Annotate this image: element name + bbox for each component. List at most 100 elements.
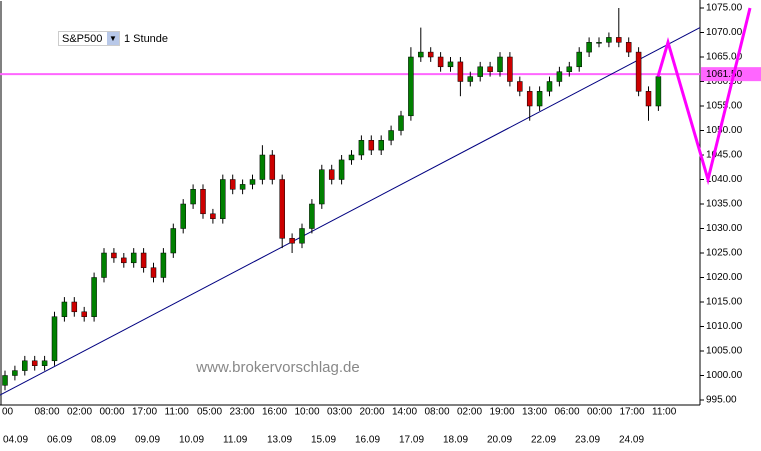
candle-body	[358, 140, 365, 156]
candle-body	[111, 252, 117, 259]
x-time-label: 06:00	[555, 407, 580, 418]
candle-body	[556, 71, 563, 82]
symbol: S&P500	[62, 32, 103, 45]
x-date-label: 22.09	[531, 435, 556, 446]
candle-body	[596, 42, 602, 44]
y-tick-label: 1050.00	[706, 125, 743, 136]
candle-body	[338, 159, 345, 180]
x-date-label: 09.09	[135, 435, 160, 446]
candle-body	[526, 91, 533, 107]
candle-body	[71, 301, 78, 313]
y-tick-label: 1030.00	[706, 223, 743, 234]
candle-body	[309, 203, 315, 229]
trendline	[0, 27, 701, 396]
x-date-label: 11.09	[223, 435, 248, 446]
candle-body	[130, 252, 137, 264]
candle-body	[546, 81, 553, 92]
candle-body	[200, 189, 206, 215]
x-time-label: 02:00	[457, 407, 482, 418]
y-tick-label: 1020.00	[706, 272, 743, 283]
x-time-label: 05:00	[197, 407, 222, 418]
candle-body	[210, 213, 216, 219]
symbol-select[interactable]: S&P500 ▼	[58, 31, 120, 46]
candle-body	[536, 91, 543, 107]
y-tick-label: 1045.00	[706, 150, 743, 161]
x-date-label: 23.09	[575, 435, 600, 446]
candle-body	[645, 91, 652, 107]
y-tick-label: 995.00	[706, 395, 737, 406]
candle-body	[249, 179, 256, 185]
y-tick-label: 1015.00	[706, 297, 743, 308]
x-date-label: 10.09	[179, 435, 204, 446]
candle-body	[299, 228, 305, 244]
y-tick-label: 1005.00	[706, 346, 743, 357]
candle-body	[328, 169, 335, 180]
x-date-label: 16.09	[355, 435, 380, 446]
x-time-label: 11:00	[165, 407, 190, 418]
watermark: www.brokervorschlag.de	[195, 359, 359, 376]
candle-body	[517, 81, 523, 92]
forecast	[656, 7, 752, 186]
x-time-label: 16:00	[262, 407, 287, 418]
x-time-label: 19:00	[490, 407, 515, 418]
current-price-label: 1061.50	[706, 69, 743, 80]
candle-body	[348, 154, 355, 161]
candle-body	[507, 56, 513, 82]
candle-body	[150, 267, 157, 278]
candle-body	[61, 301, 68, 317]
candle-body	[140, 252, 147, 268]
y-tick-label: 1000.00	[706, 370, 743, 381]
candle-body	[279, 179, 285, 239]
candle-body	[51, 316, 58, 362]
x-time-label: 02:00	[67, 407, 92, 418]
candle-body	[467, 76, 474, 82]
candle-body	[418, 51, 424, 58]
candle-body	[655, 76, 662, 107]
x-date-label: 24.09	[619, 435, 644, 446]
interval: 1 Stunde	[124, 32, 169, 45]
candle-body	[190, 189, 196, 205]
x-time-label: 03:00	[327, 407, 352, 418]
x-date-label: 18.09	[443, 435, 468, 446]
candle-body	[616, 37, 622, 43]
candle-body	[239, 184, 246, 190]
y-tick-label: 1010.00	[706, 321, 743, 332]
candle-body	[220, 179, 226, 219]
y-tick-label: 1035.00	[706, 199, 743, 210]
candle-body	[457, 61, 464, 82]
x-date-label: 20.09	[487, 435, 512, 446]
x-date-label: 08.09	[91, 435, 116, 446]
candle-body	[477, 66, 483, 77]
current-price-box	[701, 67, 761, 82]
y-tick-label: 1055.00	[706, 101, 743, 112]
candle-body	[625, 42, 632, 53]
x-time-label: 10:00	[295, 407, 320, 418]
candle-body	[229, 179, 236, 190]
x-date-label: 06.09	[47, 435, 72, 446]
candle-body	[487, 66, 493, 72]
candle-body	[319, 169, 325, 205]
dropdown-arrow: ▼	[107, 32, 119, 45]
x-date-label: 13.09	[267, 435, 292, 446]
x-time-label: 00:00	[587, 407, 612, 418]
candle-body	[22, 360, 28, 371]
candle-body	[606, 37, 612, 43]
candle-body	[408, 56, 414, 117]
x-time-label: 17:00	[132, 407, 157, 418]
candle-body	[586, 42, 592, 53]
x-time-label: 08:00	[35, 407, 60, 418]
x-time-label: 00	[2, 407, 14, 418]
x-time-label: 23:00	[230, 407, 255, 418]
x-time-label: 11:00	[652, 407, 677, 418]
candle-body	[398, 115, 404, 131]
candle-body	[566, 66, 573, 72]
candle-body	[437, 56, 444, 68]
candle-body	[121, 257, 127, 264]
candle-body	[12, 370, 18, 376]
candle-body	[368, 140, 375, 151]
candle-body	[427, 51, 434, 58]
candle-body	[31, 360, 38, 366]
